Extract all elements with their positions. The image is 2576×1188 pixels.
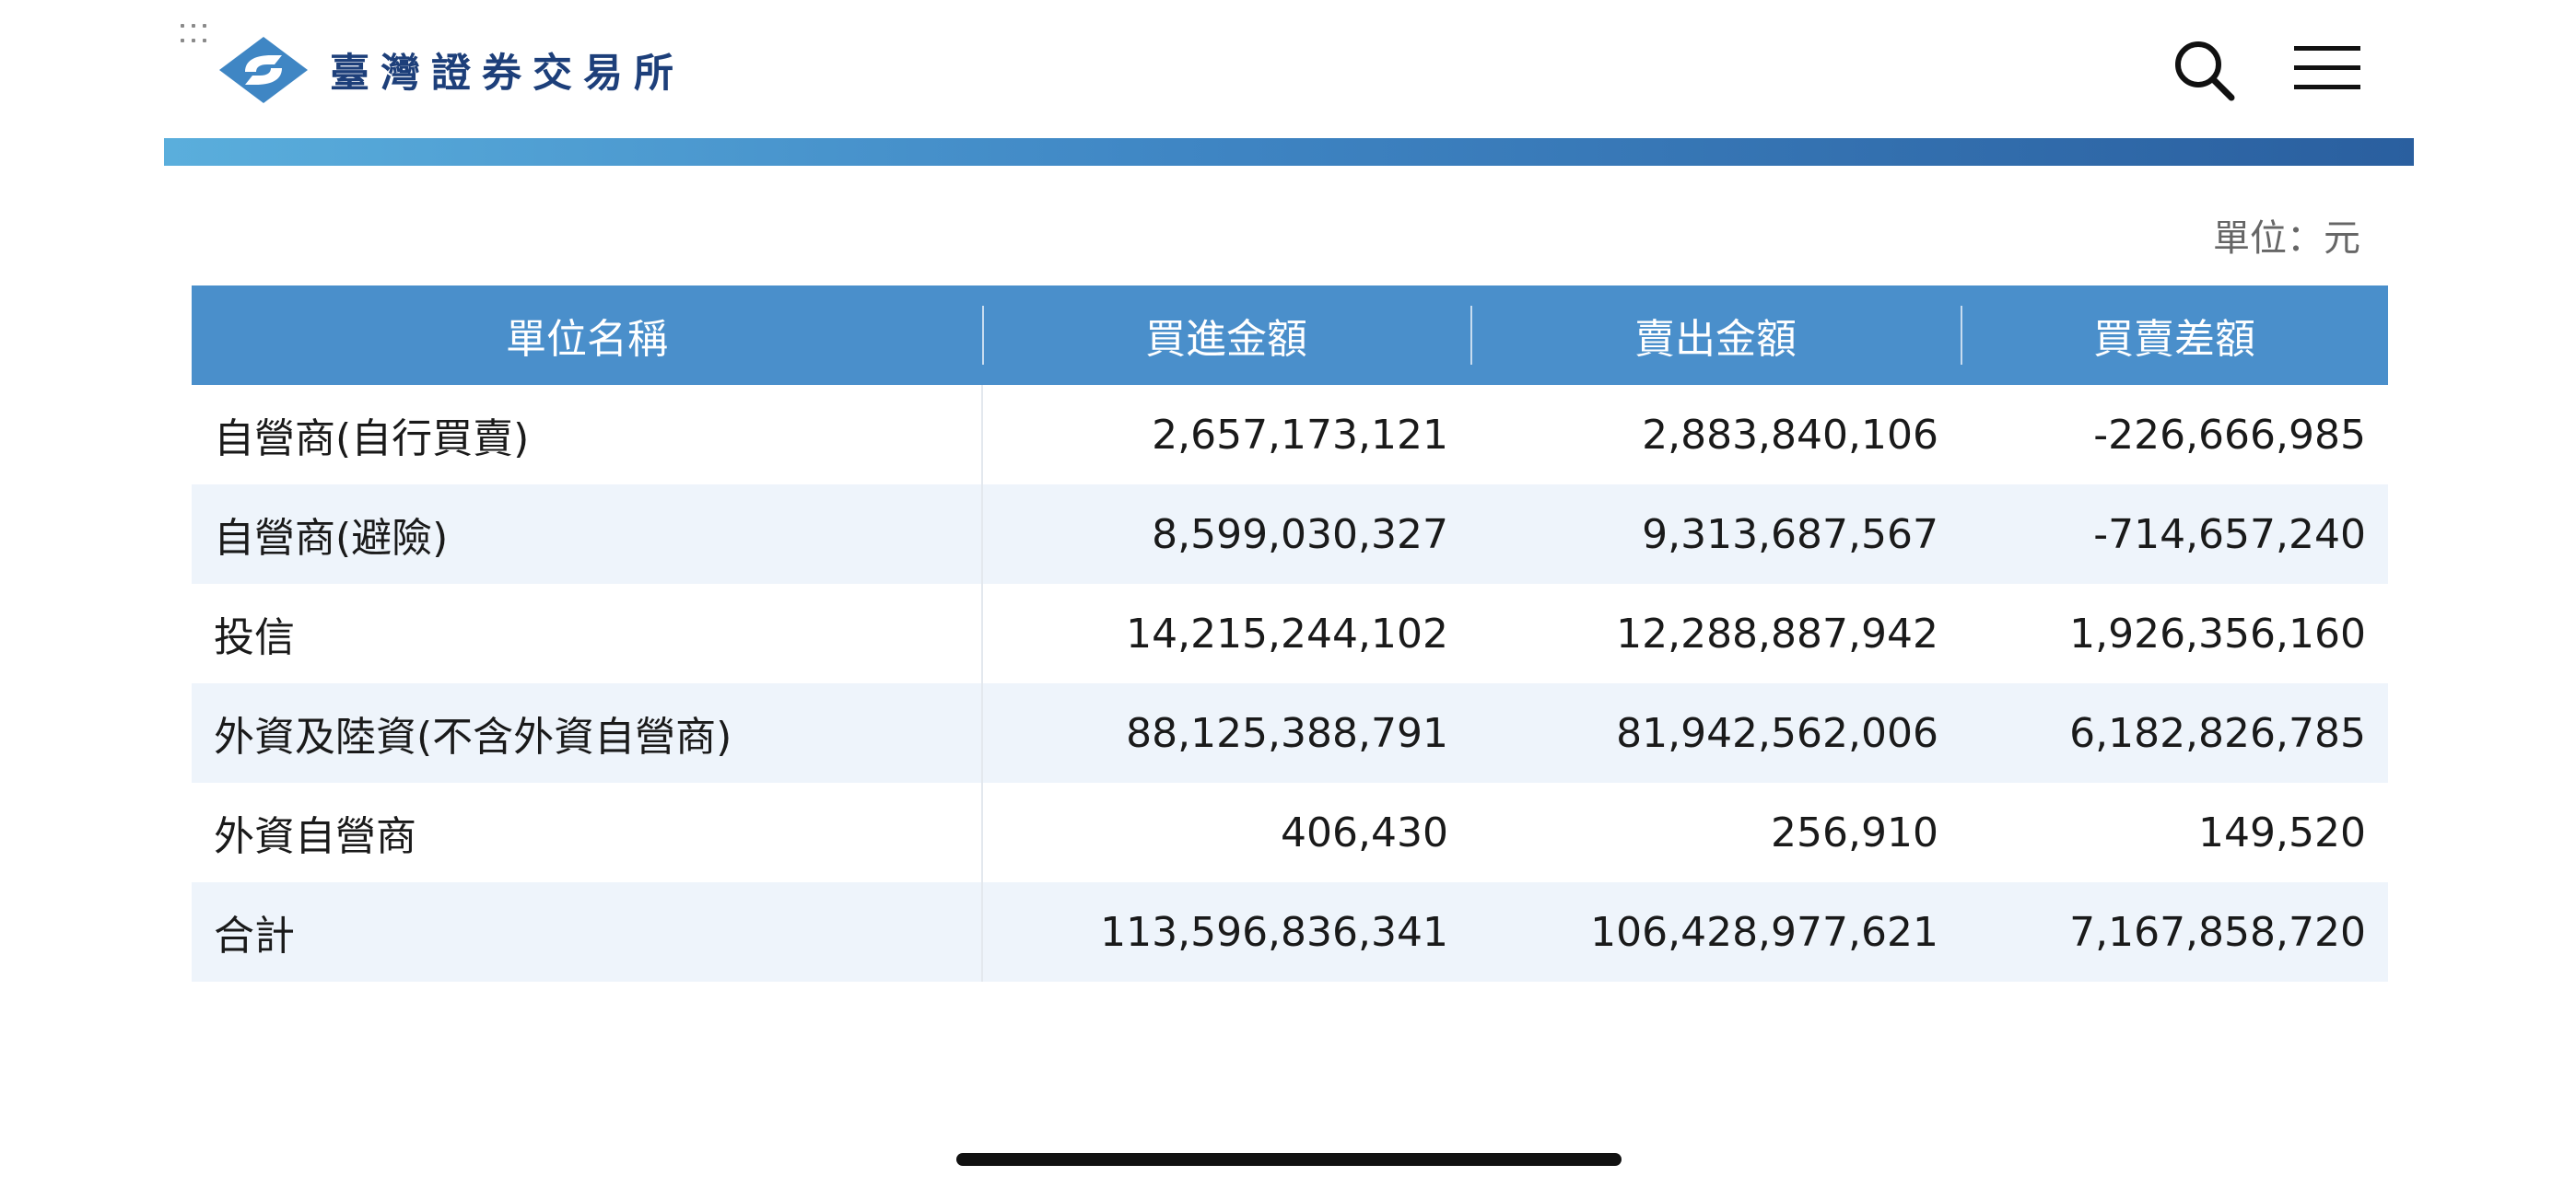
row-diff-amount: -226,666,985 (1961, 385, 2388, 484)
hamburger-menu-icon (2294, 46, 2360, 89)
column-header-diff: 買賣差額 (1961, 285, 2388, 385)
row-diff-amount: 149,520 (1961, 783, 2388, 882)
row-diff-amount: 7,167,858,720 (1961, 882, 2388, 982)
row-diff-amount: -714,657,240 (1961, 484, 2388, 584)
row-buy-amount: 88,125,388,791 (982, 683, 1470, 783)
row-sell-amount: 9,313,687,567 (1470, 484, 1961, 584)
site-header: 臺灣證券交易所 (0, 0, 2576, 138)
row-entity-name: 自營商(避險) (192, 484, 983, 584)
table-row: 投信 14,215,244,102 12,288,887,942 1,926,3… (192, 584, 2388, 683)
row-sell-amount: 12,288,887,942 (1470, 584, 1961, 683)
table-header-row: 單位名稱 買進金額 賣出金額 買賣差額 (192, 285, 2388, 385)
site-logo-link[interactable]: 臺灣證券交易所 (217, 33, 685, 107)
row-entity-name: 投信 (192, 584, 983, 683)
row-buy-amount: 14,215,244,102 (982, 584, 1470, 683)
home-indicator[interactable] (956, 1153, 1622, 1166)
twse-logo-icon (219, 37, 308, 103)
table-row: 自營商(自行買賣) 2,657,173,121 2,883,840,106 -2… (192, 385, 2388, 484)
grid-dots-icon (181, 24, 214, 50)
column-header-sell: 賣出金額 (1470, 285, 1961, 385)
table-row-total: 合計 113,596,836,341 106,428,977,621 7,167… (192, 882, 2388, 982)
row-diff-amount: 6,182,826,785 (1961, 683, 2388, 783)
row-buy-amount: 2,657,173,121 (982, 385, 1470, 484)
unit-label: 單位：元 (2213, 217, 2360, 260)
search-icon (2175, 41, 2235, 101)
row-buy-amount: 406,430 (982, 783, 1470, 882)
column-header-buy: 買進金額 (982, 285, 1470, 385)
brand-gradient-bar (164, 138, 2414, 166)
row-sell-amount: 2,883,840,106 (1470, 385, 1961, 484)
row-buy-amount: 8,599,030,327 (982, 484, 1470, 584)
row-sell-amount: 81,942,562,006 (1470, 683, 1961, 783)
row-diff-amount: 1,926,356,160 (1961, 584, 2388, 683)
row-entity-name: 合計 (192, 882, 983, 982)
row-buy-amount: 113,596,836,341 (982, 882, 1470, 982)
logo-text: 臺灣證券交易所 (330, 51, 685, 97)
trading-summary-table: 單位名稱 買進金額 賣出金額 買賣差額 自營商(自行買賣) 2,657,173,… (192, 285, 2388, 982)
row-sell-amount: 256,910 (1470, 783, 1961, 882)
table-row: 外資自營商 406,430 256,910 149,520 (192, 783, 2388, 882)
row-sell-amount: 106,428,977,621 (1470, 882, 1961, 982)
search-button[interactable] (2171, 37, 2237, 103)
row-entity-name: 自營商(自行買賣) (192, 385, 983, 484)
table-row: 外資及陸資(不含外資自營商) 88,125,388,791 81,942,562… (192, 683, 2388, 783)
row-entity-name: 外資及陸資(不含外資自營商) (192, 683, 983, 783)
column-header-entity: 單位名稱 (192, 285, 982, 385)
menu-button[interactable] (2292, 41, 2362, 96)
table-row: 自營商(避險) 8,599,030,327 9,313,687,567 -714… (192, 484, 2388, 584)
row-entity-name: 外資自營商 (192, 783, 983, 882)
